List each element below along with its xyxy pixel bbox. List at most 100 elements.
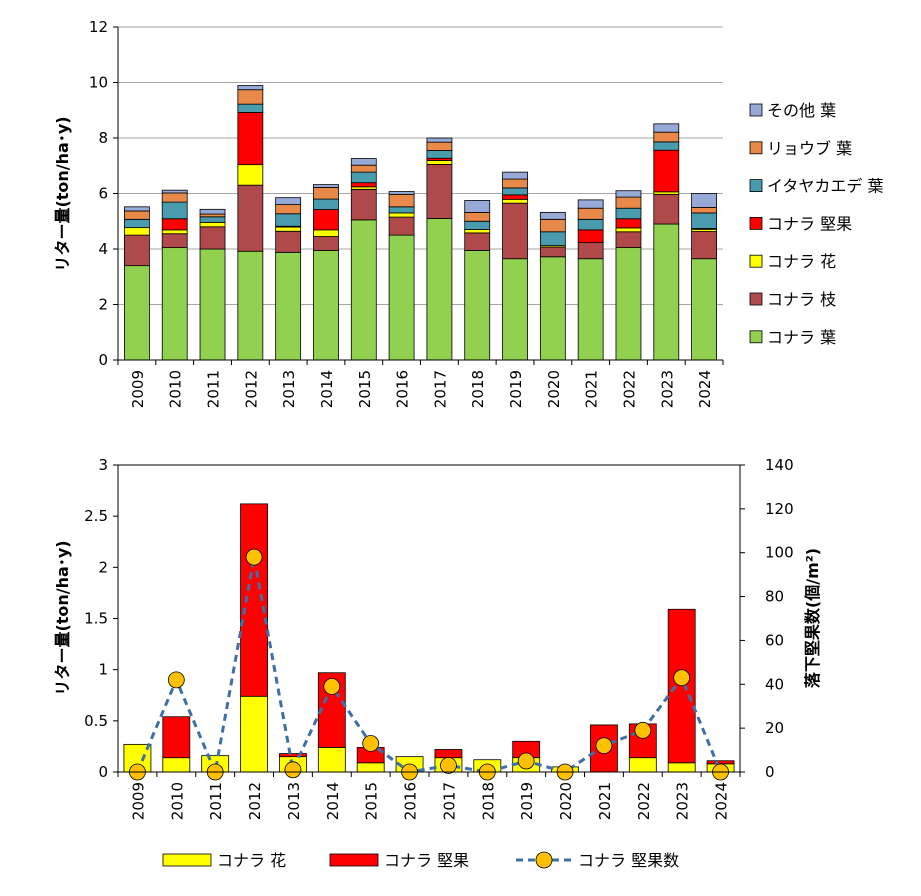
- top-bar-segment: [653, 193, 680, 225]
- bottom-line-point: [167, 671, 185, 689]
- top-bar-segment: [275, 226, 302, 232]
- top-bar-segment: [426, 150, 453, 159]
- top-bar-segment: [539, 231, 566, 247]
- bottom-bar-segment: [240, 695, 268, 773]
- bottom-line-point: [517, 752, 535, 770]
- bottom-y2-tick-label: 100: [765, 544, 794, 562]
- top-bar-segment: [199, 213, 226, 218]
- top-bar-segment: [653, 149, 680, 193]
- top-bar-segment: [464, 232, 491, 251]
- top-x-tick-labels: 2009 2010 2011 2012 2013 2014 2015 2016 2017 2018…: [129, 370, 714, 408]
- top-y-tick-label: 6: [98, 185, 108, 203]
- top-y-axis-title: リター量(ton/ha･y): [53, 116, 72, 271]
- top-bar-segment: [199, 208, 226, 215]
- top-bar-segment: [502, 187, 528, 196]
- bottom-bar-segment: [240, 503, 268, 697]
- bottom-combo-chart: 0 0.5 1 1.5 2 2.5 3 0 20 40 60 80 100 120 140 2009 201…: [53, 456, 822, 870]
- bottom-bar-segment: [628, 757, 657, 773]
- top-bar-segment: [350, 182, 377, 188]
- top-bar-segment: [275, 204, 302, 215]
- top-bar-segment: [691, 258, 717, 361]
- top-x-tick-label: 2024: [696, 370, 714, 408]
- top-bar-segment: [539, 211, 566, 220]
- bottom-x-tick-label: 2017: [440, 782, 458, 820]
- top-bar-segment: [502, 198, 528, 204]
- bottom-line-point: [634, 721, 652, 739]
- top-y-tick-label: 0: [98, 351, 108, 369]
- top-legend-label: イタヤカエデ 葉: [767, 177, 883, 196]
- bottom-bar-segment: [667, 762, 696, 773]
- bottom-line-point: [440, 757, 457, 774]
- top-bar-segment: [313, 229, 339, 237]
- top-y-tick-labels: 0 2 4 6 8 10 12: [89, 18, 108, 369]
- top-bar-segment: [161, 229, 188, 235]
- top-legend-swatch: [749, 330, 763, 344]
- top-bar-segment: [464, 200, 491, 213]
- bottom-x-tick-label: 2020: [557, 782, 575, 820]
- top-bar-segment: [426, 137, 453, 143]
- bottom-line-point: [362, 735, 380, 752]
- top-bar-segment: [426, 160, 453, 165]
- top-bar-segment: [161, 218, 188, 231]
- top-legend-swatch: [749, 141, 763, 155]
- top-legend-label: その他 葉: [767, 101, 836, 120]
- top-bar-segment: [199, 216, 226, 223]
- bottom-legend-swatch: [162, 853, 212, 867]
- bottom-x-tick-label: 2009: [129, 782, 147, 820]
- top-bar-segment: [237, 184, 264, 252]
- top-legend-swatch: [749, 254, 763, 268]
- top-x-tick-label: 2021: [583, 370, 601, 408]
- top-bar-segment: [237, 112, 264, 166]
- bottom-y2-tick-label: 20: [765, 719, 784, 737]
- top-axes: [113, 26, 724, 365]
- top-legend-label: コナラ 葉: [767, 328, 836, 347]
- top-x-tick-label: 2016: [394, 370, 412, 408]
- bottom-axes: [113, 464, 745, 777]
- top-bar-segment: [199, 226, 226, 250]
- bottom-y2-tick-label: 140: [765, 456, 794, 474]
- bottom-y-tick-label: 3: [98, 456, 108, 474]
- bottom-line-point: [595, 737, 613, 755]
- bottom-bar-segment: [317, 747, 346, 773]
- top-legend-label: リョウブ 葉: [767, 139, 852, 158]
- top-bar-segment: [313, 184, 339, 188]
- top-legend-swatch: [749, 292, 763, 306]
- bottom-bar-segment: [279, 753, 307, 758]
- top-bar-segment: [313, 198, 339, 210]
- top-y-tick-label: 8: [98, 129, 108, 147]
- top-bar-segment: [237, 103, 264, 113]
- top-bar-segment: [615, 196, 642, 209]
- top-bar-segment: [653, 123, 680, 133]
- bottom-y2-tick-label: 60: [765, 631, 784, 649]
- top-bar-segment: [502, 178, 528, 189]
- top-bar-segment: [237, 164, 264, 186]
- top-bar-segment: [691, 212, 717, 229]
- top-bar-segment: [124, 218, 150, 229]
- top-bar-segment: [615, 207, 642, 220]
- top-bar-segment: [313, 209, 339, 231]
- top-bar-segment: [426, 163, 453, 219]
- bottom-x-tick-label: 2015: [363, 782, 381, 820]
- top-bar-segment: [313, 249, 339, 361]
- bottom-x-tick-label: 2018: [479, 782, 497, 820]
- top-x-tick-label: 2015: [356, 370, 374, 408]
- top-bar-segment: [691, 193, 717, 208]
- bottom-line-point: [245, 548, 263, 566]
- top-bar-segment: [502, 171, 528, 180]
- top-bar-segment: [161, 189, 188, 194]
- top-bar-segment: [653, 131, 680, 143]
- top-bar-segment: [539, 218, 566, 233]
- bottom-y-tick-label: 2.5: [84, 507, 108, 525]
- top-x-tick-label: 2009: [129, 370, 147, 408]
- top-bar-segment: [691, 231, 717, 260]
- top-bar-segment: [124, 206, 150, 212]
- top-x-tick-label: 2011: [205, 370, 223, 408]
- bottom-line-point: [323, 678, 341, 695]
- bottom-legend-swatch: [329, 853, 379, 867]
- bottom-legend-label: コナラ 花: [217, 851, 286, 870]
- top-bar-segment: [615, 190, 642, 198]
- top-bar-segment: [577, 199, 604, 209]
- top-legend-swatch: [749, 216, 763, 230]
